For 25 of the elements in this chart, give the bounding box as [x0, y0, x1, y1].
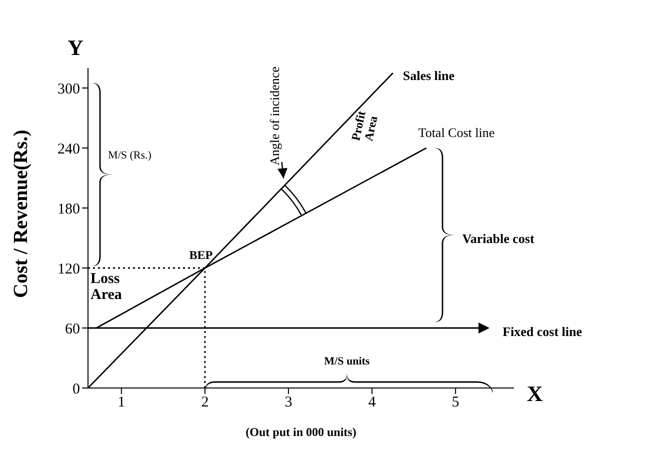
- series-label: Total Cost line: [418, 124, 495, 140]
- x-tick-label: 3: [284, 394, 292, 411]
- series-label: Fixed cost line: [502, 324, 582, 339]
- x-axis-title: (Out put in 000 units): [246, 425, 356, 439]
- series-label: Sales line: [402, 68, 455, 83]
- text: X: [526, 381, 543, 406]
- annotation: BEP: [189, 248, 213, 262]
- y-tick-label: 0: [72, 381, 80, 398]
- y-tick-label: 180: [58, 201, 80, 218]
- annotation: Loss Area: [90, 271, 122, 304]
- annotation: Variable cost: [462, 230, 535, 246]
- y-tick-label: 240: [58, 141, 80, 158]
- text: Y: [68, 35, 84, 60]
- x-tick-label: 5: [452, 394, 460, 411]
- x-tick-label: 4: [368, 394, 376, 411]
- y-tick-label: 60: [65, 321, 80, 338]
- annotation: Angle of incidence: [266, 66, 282, 166]
- x-tick-label: 1: [118, 394, 126, 411]
- x-tick-label: 2: [201, 394, 209, 411]
- annotation: Profit Area: [348, 110, 380, 142]
- y-tick-label: 300: [58, 81, 80, 98]
- annotation: M/S units: [324, 356, 370, 368]
- y-tick-label: 120: [58, 261, 80, 278]
- y-axis-title: Cost / Revenue(Rs.): [10, 130, 32, 298]
- annotation: M/S (Rs.): [108, 150, 152, 162]
